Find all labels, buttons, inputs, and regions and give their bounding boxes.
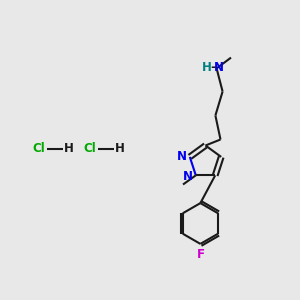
- Text: Cl: Cl: [33, 142, 45, 155]
- Text: H: H: [202, 61, 212, 74]
- Text: N: N: [182, 170, 192, 183]
- Text: Cl: Cl: [84, 142, 96, 155]
- Text: -: -: [210, 61, 215, 74]
- Text: H: H: [115, 142, 124, 155]
- Text: H: H: [64, 142, 73, 155]
- Text: F: F: [196, 248, 204, 261]
- Text: N: N: [176, 149, 186, 163]
- Text: N: N: [214, 61, 224, 74]
